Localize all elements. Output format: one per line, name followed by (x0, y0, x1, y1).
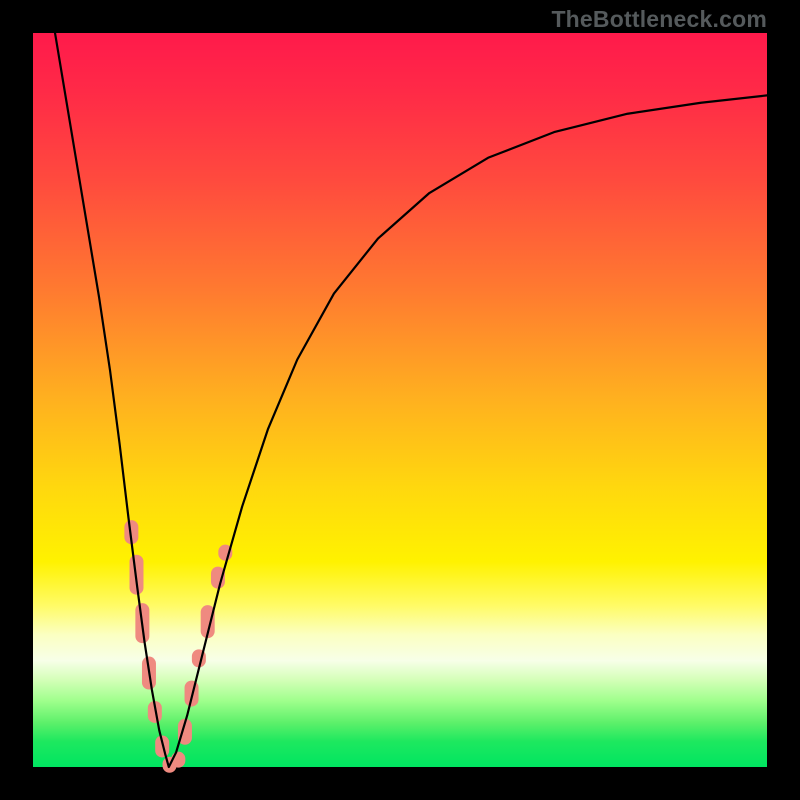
curve-layer (33, 33, 767, 767)
bottleneck-curve (55, 33, 767, 767)
markers-group (124, 520, 232, 773)
watermark-text: TheBottleneck.com (551, 6, 767, 33)
chart-frame (33, 33, 767, 767)
